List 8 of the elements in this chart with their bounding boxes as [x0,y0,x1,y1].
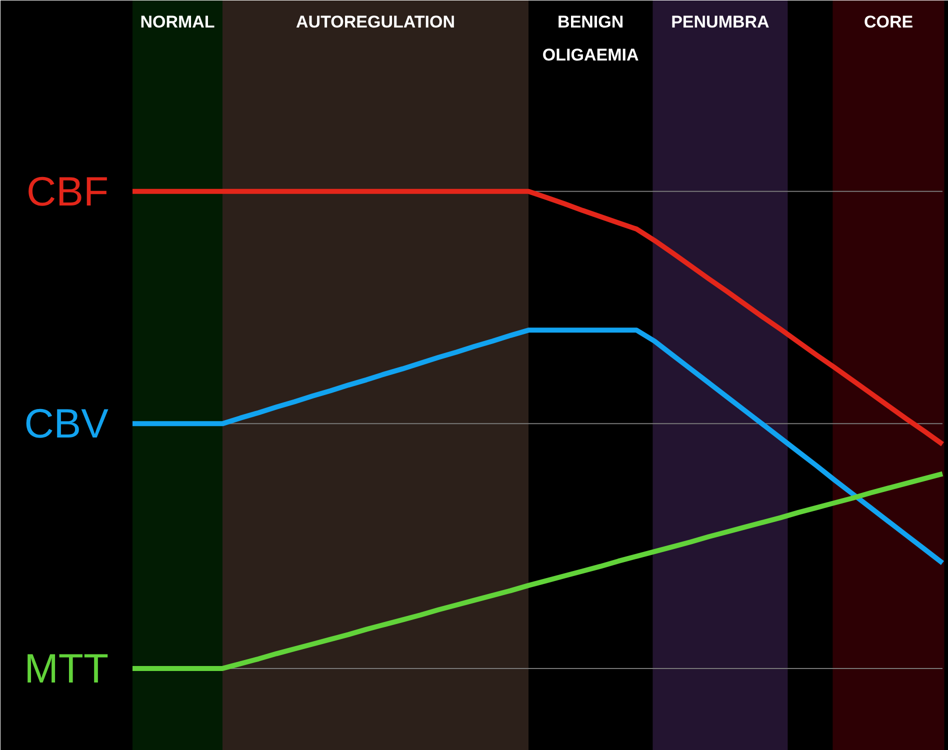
series-label: CBV [24,400,110,447]
text: AUTOREGULATION [296,12,455,32]
series-label: MTT [24,645,109,692]
text: PENUMBRA [671,12,770,32]
text: CORE [864,12,914,32]
text: BENIGN OLIGAEMIA [542,12,639,64]
text: NORMAL [140,12,215,32]
series-label: CBF [26,168,108,214]
